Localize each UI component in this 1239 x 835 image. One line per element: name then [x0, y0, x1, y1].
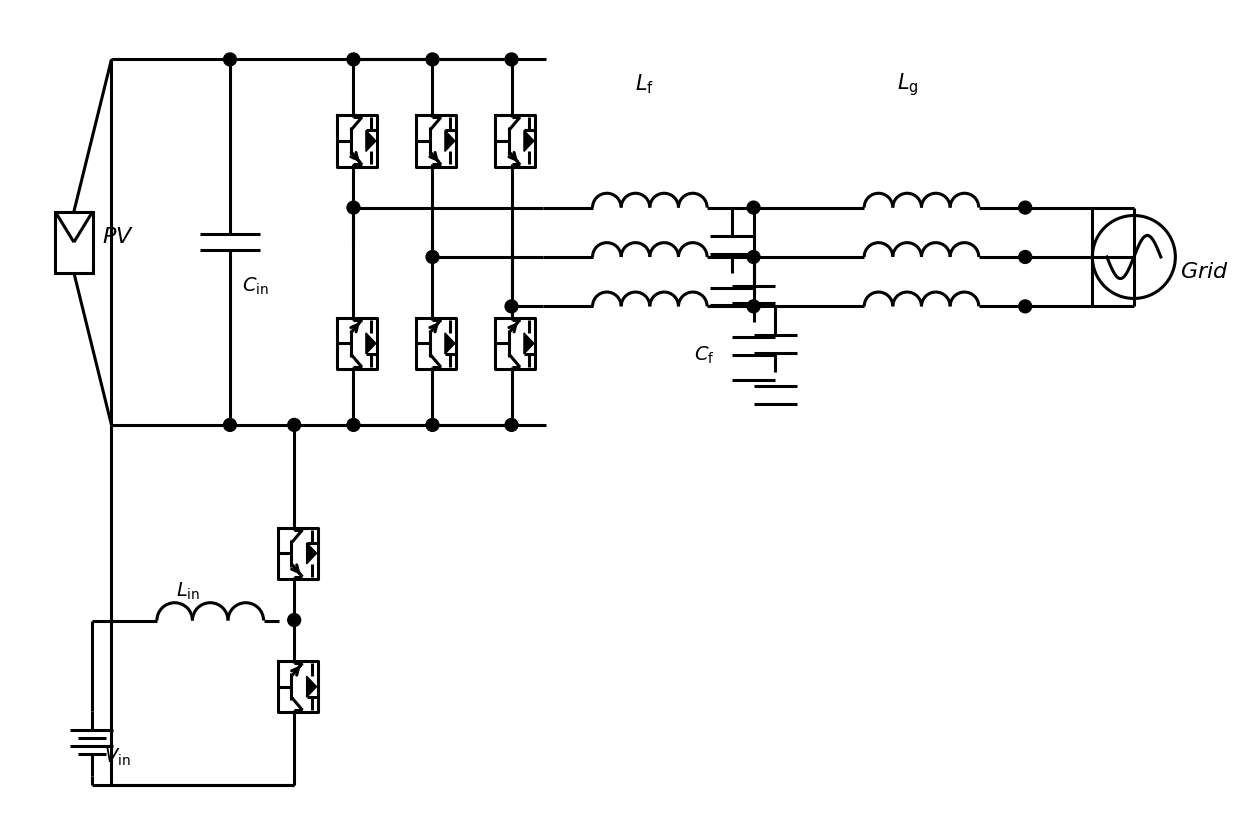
Circle shape — [426, 250, 439, 263]
Text: $V_{\rm in}$: $V_{\rm in}$ — [104, 747, 130, 768]
Circle shape — [747, 201, 760, 214]
Polygon shape — [445, 333, 455, 354]
Circle shape — [506, 300, 518, 313]
Polygon shape — [524, 333, 534, 354]
Polygon shape — [366, 130, 375, 151]
Text: $L_{\rm in}$: $L_{\rm in}$ — [176, 580, 199, 601]
Circle shape — [506, 418, 518, 432]
Circle shape — [223, 53, 237, 66]
Circle shape — [506, 53, 518, 66]
Bar — [55, 211, 93, 273]
Circle shape — [747, 250, 760, 263]
Circle shape — [1018, 250, 1032, 263]
Circle shape — [347, 201, 359, 214]
Polygon shape — [366, 333, 375, 354]
Circle shape — [1018, 300, 1032, 313]
Polygon shape — [445, 130, 455, 151]
Circle shape — [426, 53, 439, 66]
Circle shape — [747, 300, 760, 313]
Polygon shape — [524, 130, 534, 151]
Text: $C_{\rm in}$: $C_{\rm in}$ — [242, 276, 269, 297]
Text: $L_{\rm g}$: $L_{\rm g}$ — [897, 71, 918, 98]
Circle shape — [1018, 201, 1032, 214]
Text: $C_{\rm f}$: $C_{\rm f}$ — [694, 345, 715, 367]
Circle shape — [223, 418, 237, 432]
Polygon shape — [306, 676, 317, 697]
Circle shape — [347, 418, 359, 432]
Circle shape — [347, 53, 359, 66]
Circle shape — [287, 418, 301, 432]
Text: $L_{\rm f}$: $L_{\rm f}$ — [636, 73, 654, 96]
Text: $PV$: $PV$ — [102, 227, 134, 247]
Text: $Grid$: $Grid$ — [1181, 262, 1229, 281]
Circle shape — [426, 418, 439, 432]
Circle shape — [287, 614, 301, 626]
Polygon shape — [306, 543, 317, 564]
